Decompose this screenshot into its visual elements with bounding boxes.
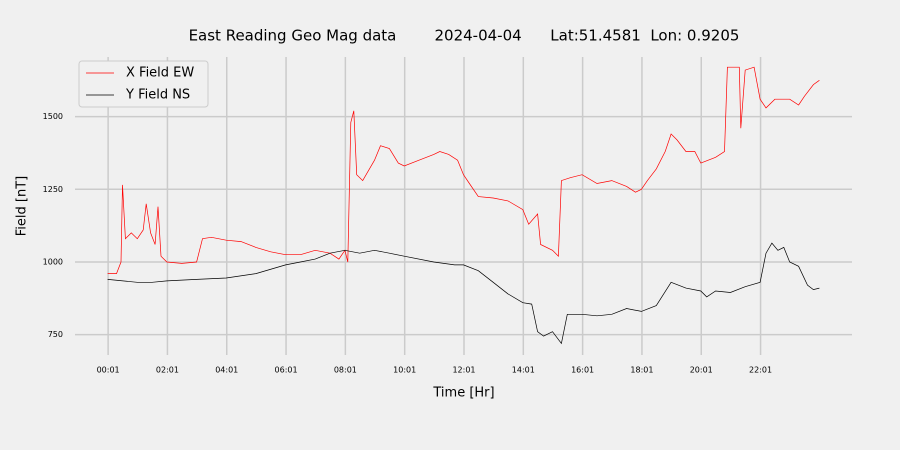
x-tick-label: 02:01 — [156, 366, 179, 375]
x-tick-label: 20:01 — [690, 366, 713, 375]
y-tick-label: 1500 — [43, 112, 63, 121]
x-axis-label: Time [Hr] — [432, 386, 494, 401]
x-tick-label: 10:01 — [393, 366, 416, 375]
y-axis-label: Field [nT] — [15, 176, 30, 236]
x-tick-label: 16:01 — [571, 366, 594, 375]
x-tick-label: 06:01 — [275, 366, 298, 375]
series-line — [107, 242, 820, 345]
x-tick-label: 08:01 — [334, 366, 357, 375]
legend-box — [78, 60, 209, 108]
legend-label: X Field EW — [126, 66, 194, 81]
chart-title: East Reading Geo Mag data 2024-04-04 Lat… — [189, 27, 740, 45]
y-tick-label: 1000 — [43, 257, 63, 266]
x-tick-label: 04:01 — [215, 366, 238, 375]
x-tick-label: 22:01 — [749, 366, 772, 375]
x-tick-label: 12:01 — [452, 366, 475, 375]
legend-label: Y Field NS — [125, 88, 190, 103]
y-tick-label: 750 — [48, 330, 63, 339]
x-tick-label: 18:01 — [630, 366, 653, 375]
y-tick-label: 1250 — [43, 185, 63, 194]
x-tick-label: 14:01 — [512, 366, 535, 375]
x-tick-label: 00:01 — [97, 366, 120, 375]
series-line — [107, 66, 820, 274]
